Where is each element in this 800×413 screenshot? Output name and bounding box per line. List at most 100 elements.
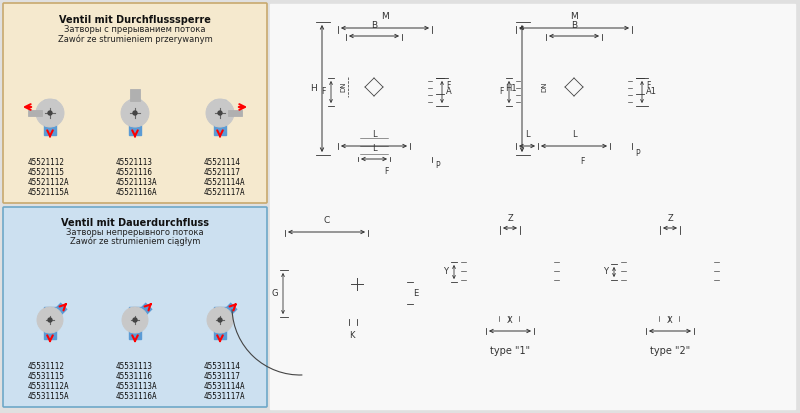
Text: M: M	[570, 12, 578, 21]
Text: Y: Y	[603, 268, 608, 276]
Text: Ventil mit Durchflusssperre: Ventil mit Durchflusssperre	[59, 15, 211, 25]
Bar	[660, 232, 680, 248]
Circle shape	[36, 99, 64, 127]
Text: 45521113: 45521113	[116, 158, 153, 167]
Bar	[656, 296, 684, 321]
Text: 45521115A: 45521115A	[28, 188, 70, 197]
Bar	[309, 278, 314, 282]
Text: A: A	[446, 88, 452, 97]
Text: P: P	[635, 149, 640, 158]
Text: 45531112A: 45531112A	[28, 382, 70, 391]
Bar	[400, 290, 404, 294]
Text: F: F	[500, 88, 504, 97]
Bar	[400, 272, 404, 276]
Bar	[534, 258, 559, 286]
Circle shape	[48, 318, 52, 322]
Bar	[129, 307, 141, 339]
Bar	[694, 258, 719, 286]
Bar	[484, 234, 536, 246]
Circle shape	[133, 111, 137, 115]
FancyBboxPatch shape	[3, 3, 267, 203]
Bar	[214, 100, 226, 135]
Text: X: X	[507, 316, 513, 325]
Bar	[644, 234, 696, 246]
Bar	[538, 50, 610, 135]
Bar	[410, 78, 432, 106]
Text: L: L	[572, 130, 576, 139]
Circle shape	[48, 111, 52, 115]
Text: X: X	[667, 316, 673, 325]
Bar	[44, 100, 56, 135]
Bar	[308, 270, 330, 298]
Bar	[130, 89, 140, 101]
Text: Затворы непрерывного потока: Затворы непрерывного потока	[66, 228, 204, 237]
Text: F: F	[322, 88, 326, 97]
Bar	[610, 78, 632, 106]
Bar	[338, 50, 410, 135]
FancyBboxPatch shape	[3, 207, 267, 407]
Bar	[346, 28, 402, 37]
Text: 45531115: 45531115	[28, 372, 65, 381]
Bar	[486, 248, 534, 296]
Text: F: F	[580, 157, 584, 166]
Text: 45521112A: 45521112A	[28, 178, 70, 187]
Text: A1: A1	[646, 88, 657, 97]
Bar	[358, 135, 390, 155]
Bar	[496, 296, 524, 321]
Bar	[28, 110, 42, 116]
Text: 45531116: 45531116	[116, 372, 153, 381]
Text: DN: DN	[340, 82, 346, 92]
Text: Y: Y	[443, 268, 448, 276]
Circle shape	[122, 307, 148, 333]
Bar	[270, 4, 795, 409]
Text: H1: H1	[506, 84, 517, 93]
Text: 45521117A: 45521117A	[204, 188, 246, 197]
Text: 45521116A: 45521116A	[116, 188, 158, 197]
Text: Zawór ze strumieniem ciągłym: Zawór ze strumieniem ciągłym	[70, 237, 200, 247]
Bar	[621, 258, 646, 286]
Circle shape	[206, 99, 234, 127]
Text: F: F	[384, 167, 388, 176]
Bar	[400, 284, 404, 288]
Text: M: M	[381, 12, 389, 21]
Text: 45531116A: 45531116A	[116, 392, 158, 401]
Bar	[330, 252, 385, 317]
Text: L: L	[525, 130, 530, 139]
Text: Z: Z	[667, 214, 673, 223]
Text: 45521114: 45521114	[204, 158, 241, 167]
Text: DN: DN	[541, 82, 547, 92]
Circle shape	[121, 99, 149, 127]
Text: 45531112: 45531112	[28, 362, 65, 371]
Bar	[129, 100, 141, 135]
Circle shape	[37, 307, 63, 333]
Text: K: K	[350, 331, 354, 340]
Circle shape	[133, 318, 137, 322]
Text: B: B	[571, 21, 577, 30]
Text: 45531113: 45531113	[116, 362, 153, 371]
Bar	[500, 232, 520, 248]
Text: Z: Z	[507, 214, 513, 223]
Text: 45521114A: 45521114A	[204, 178, 246, 187]
Text: 45521112: 45521112	[28, 158, 65, 167]
Bar	[558, 135, 590, 155]
Bar	[309, 284, 314, 288]
Bar	[214, 307, 226, 339]
Circle shape	[207, 307, 233, 333]
Bar	[309, 290, 314, 294]
Text: C: C	[323, 216, 330, 225]
Bar	[369, 36, 379, 50]
Text: 45521116: 45521116	[116, 168, 153, 177]
Bar	[228, 110, 242, 116]
Text: H: H	[310, 84, 317, 93]
Bar	[309, 272, 314, 276]
Text: type "1": type "1"	[490, 346, 530, 356]
Bar	[548, 28, 600, 36]
Text: 45521117: 45521117	[204, 168, 241, 177]
Circle shape	[218, 111, 222, 115]
Text: 45531115A: 45531115A	[28, 392, 70, 401]
Text: E: E	[413, 290, 418, 299]
Text: Zawór ze strumieniem przerywanym: Zawór ze strumieniem przerywanym	[58, 34, 212, 43]
Text: 45531114: 45531114	[204, 362, 241, 371]
Text: L: L	[372, 130, 376, 139]
Text: type "2": type "2"	[650, 346, 690, 356]
